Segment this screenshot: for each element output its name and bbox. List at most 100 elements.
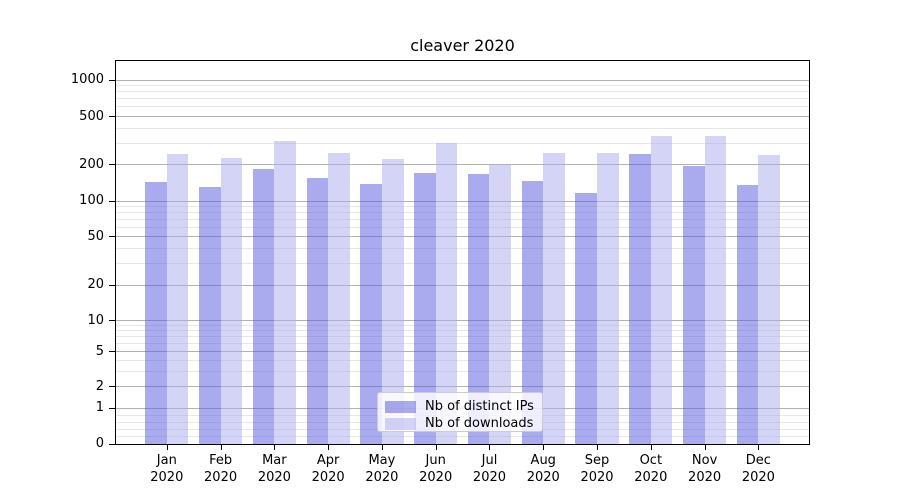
x-tick-mark	[166, 445, 168, 450]
gridline-major	[116, 351, 810, 353]
y-tick-mark	[109, 116, 115, 117]
bar-nb-of-downloads-jun	[435, 143, 458, 444]
bar-nb-of-distinct-ips-oct	[629, 154, 651, 444]
bar-nb-of-distinct-ips-dec	[736, 184, 759, 444]
legend-item-distinct-ips: Nb of distinct IPs	[378, 398, 542, 415]
gridline-minor	[116, 263, 810, 265]
y-tick-mark	[109, 284, 115, 286]
x-tick-mark	[381, 445, 383, 450]
legend-item-downloads: Nb of downloads	[378, 415, 542, 432]
x-tick-label: Jun 2020	[419, 453, 453, 485]
legend: Nb of distinct IPs Nb of downloads	[377, 392, 543, 432]
y-tick-mark	[109, 386, 115, 388]
x-tick-label: Dec 2020	[741, 453, 775, 485]
gridline-major	[116, 116, 810, 117]
gridline-minor	[116, 142, 810, 144]
x-tick-label: Apr 2020	[311, 453, 345, 485]
y-tick-label: 2	[95, 378, 104, 394]
gridline-major	[116, 79, 810, 81]
gridline-minor	[116, 127, 810, 129]
x-tick-mark	[489, 445, 491, 450]
x-tick-mark	[328, 445, 330, 450]
gridline-minor	[116, 91, 810, 93]
bar-nb-of-distinct-ips-feb	[198, 187, 221, 444]
x-tick-mark	[435, 445, 437, 450]
x-tick-label: Jan 2020	[150, 453, 184, 485]
gridline-major	[116, 386, 810, 388]
gridline-minor	[116, 226, 810, 228]
y-tick-mark	[109, 164, 115, 166]
y-tick-label: 5	[95, 343, 104, 359]
y-tick-label: 200	[79, 156, 104, 172]
y-tick-mark	[109, 351, 115, 353]
legend-label-downloads: Nb of downloads	[425, 416, 534, 431]
gridline-minor	[116, 436, 810, 438]
y-tick-mark	[109, 79, 115, 81]
x-tick-label: Sep 2020	[580, 453, 614, 485]
y-tick-mark	[109, 407, 115, 409]
gridline-minor	[116, 85, 810, 87]
bar-nb-of-distinct-ips-jul	[467, 173, 490, 444]
bar-nb-of-distinct-ips-sep	[575, 193, 598, 444]
bar-nb-of-distinct-ips-may	[360, 183, 382, 444]
gridline-minor	[116, 206, 810, 208]
x-tick-mark	[704, 445, 706, 450]
gridline-minor	[116, 324, 810, 326]
x-tick-label: Aug 2020	[526, 453, 560, 485]
x-tick-label: Feb 2020	[204, 453, 238, 485]
y-tick-label: 50	[87, 228, 104, 244]
x-tick-mark	[220, 445, 222, 450]
gridline-minor	[116, 359, 810, 361]
x-tick-mark	[274, 445, 276, 450]
x-tick-label: Oct 2020	[634, 453, 668, 485]
x-tick-label: May 2020	[365, 453, 399, 485]
bar-nb-of-distinct-ips-apr	[306, 177, 329, 444]
bar-nb-of-downloads-apr	[328, 153, 350, 444]
y-tick-label: 0	[95, 436, 104, 451]
x-tick-mark	[597, 445, 599, 450]
y-tick-label: 1000	[70, 72, 104, 87]
legend-swatch-distinct-ips	[385, 400, 416, 413]
bar-nb-of-downloads-may	[381, 159, 404, 444]
legend-label-distinct-ips: Nb of distinct IPs	[425, 399, 534, 414]
bar-nb-of-downloads-jul	[489, 164, 512, 444]
gridline-minor	[116, 212, 810, 214]
x-tick-mark	[543, 445, 545, 450]
gridline-major	[116, 200, 810, 202]
y-tick-label: 10	[87, 312, 104, 328]
gridline-major	[116, 284, 810, 286]
legend-swatch-downloads	[385, 417, 416, 430]
gridline-minor	[116, 219, 810, 221]
y-tick-label: 500	[79, 108, 104, 124]
bar-nb-of-downloads-mar	[274, 140, 296, 444]
y-tick-label: 100	[79, 193, 104, 209]
gridline-major	[116, 236, 810, 238]
x-tick-mark	[650, 445, 652, 450]
y-tick-label: 20	[87, 277, 104, 292]
gridline-minor	[116, 343, 810, 345]
y-tick-mark	[109, 320, 115, 322]
x-tick-label: Mar 2020	[257, 453, 291, 485]
gridline-minor	[116, 330, 810, 332]
bar-nb-of-downloads-dec	[758, 154, 780, 444]
gridline-major	[116, 164, 810, 166]
chart-title: cleaver 2020	[410, 36, 515, 55]
gridline-minor	[116, 247, 810, 249]
bar-nb-of-distinct-ips-jun	[414, 173, 436, 444]
bar-nb-of-downloads-feb	[220, 158, 243, 444]
bar-nb-of-distinct-ips-nov	[683, 165, 705, 444]
x-tick-mark	[758, 445, 760, 450]
gridline-major	[116, 320, 810, 322]
y-tick-mark	[109, 236, 115, 238]
bar-nb-of-downloads-nov	[704, 135, 727, 444]
gridline-minor	[116, 370, 810, 372]
bar-nb-of-downloads-oct	[650, 136, 673, 444]
gridline-minor	[116, 98, 810, 100]
bar-nb-of-downloads-sep	[597, 153, 619, 444]
y-tick-mark	[109, 443, 115, 445]
bar-nb-of-distinct-ips-aug	[521, 180, 544, 444]
y-tick-label: 1	[95, 400, 104, 416]
bar-nb-of-distinct-ips-mar	[252, 168, 275, 444]
y-tick-mark	[109, 200, 115, 202]
